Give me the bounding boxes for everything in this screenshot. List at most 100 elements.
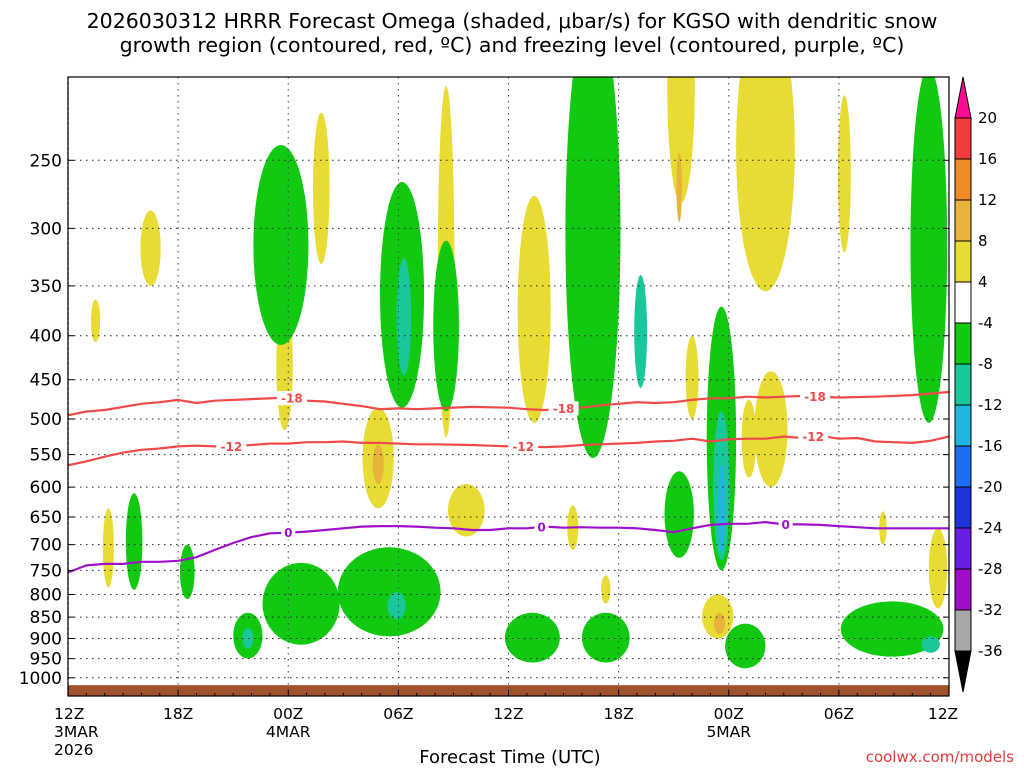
x-tick-date-12: 4MAR: [266, 723, 311, 741]
y-tick-label-350: 350: [30, 277, 62, 297]
y-tick-label-650: 650: [30, 508, 62, 528]
x-tick-label-18: 06Z: [383, 705, 413, 723]
colorbar-bottom-arrow: [954, 650, 972, 693]
y-tick-label-400: 400: [30, 327, 62, 347]
axes: 2503003504004505005506006507007508008509…: [19, 76, 958, 759]
colorbar: 20 16 12 8 4 -4 -8 -12 -16 -20 -24 -28 -32 -36: [954, 76, 1003, 693]
x-tick-label-42: 06Z: [824, 705, 854, 723]
omega-region-neg-31: [387, 592, 406, 620]
omega-region-neg-41: [717, 464, 726, 553]
colorbar-box-8: [954, 404, 972, 447]
y-tick-label-750: 750: [30, 561, 62, 581]
dgz-top-contour-label-1: -18: [553, 402, 575, 416]
freezing-level-contour-label-0: 0: [284, 526, 292, 540]
x-tick-date-36: 5MAR: [706, 723, 751, 741]
colorbar-box-2: [954, 158, 972, 201]
omega-region-neg-34: [242, 627, 254, 649]
colorbar-label-10: -24: [978, 519, 1003, 537]
colorbar-box-12: [954, 568, 972, 611]
colorbar-box-4: [954, 240, 972, 283]
x-tick-year-0: 2026: [54, 741, 93, 759]
dgz-top-contour-label-bg-0: [276, 391, 307, 406]
omega-shading-layer: [68, 77, 949, 696]
omega-region-neg-45: [921, 636, 940, 653]
colorbar-box-9: [954, 445, 972, 488]
colorbar-box-1: [954, 117, 972, 160]
y-tick-label-700: 700: [30, 536, 62, 556]
x-tick-label-24: 12Z: [493, 705, 523, 723]
omega-region-neg-32: [262, 562, 340, 645]
colorbar-label-4: 4: [978, 273, 988, 291]
omega-region-neg-43: [910, 77, 948, 423]
y-tick-label-300: 300: [30, 219, 62, 239]
freezing-level-contour-label-1: 0: [537, 520, 545, 534]
y-tick-label-800: 800: [30, 585, 62, 605]
x-tick-label-0: 12Z: [54, 705, 84, 723]
omega-region-pos-8: [447, 483, 485, 537]
colorbar-label-9: -20: [978, 478, 1003, 496]
dgz-top-contour-label-bg-2: [800, 389, 831, 404]
omega-region-neg-35: [504, 612, 560, 663]
colorbar-box-7: [954, 363, 972, 406]
x-tick-label-12: 00Z: [273, 705, 303, 723]
omega-region-pos-14: [736, 77, 795, 292]
colorbar-label-13: -36: [978, 642, 1003, 660]
x-tick-label-48: 12Z: [928, 705, 958, 723]
omega-region-neg-37: [634, 275, 648, 388]
omega-region-neg-24: [125, 493, 143, 590]
colorbar-box-3: [954, 199, 972, 242]
freezing-level-contour-label-2: 0: [781, 518, 789, 532]
omega-region-pos-1: [102, 508, 114, 588]
chart-title-line2: growth region (contoured, red, ºC) and f…: [120, 33, 905, 57]
colorbar-label-12: -32: [978, 601, 1003, 619]
colorbar-box-11: [954, 527, 972, 570]
credit-text: coolwx.com/models: [866, 748, 1014, 766]
gridlines: [68, 77, 949, 696]
dgz-bottom-contour-label-0: -12: [221, 440, 243, 454]
omega-region-pos-6: [372, 444, 384, 484]
omega-region-pos-16: [754, 371, 788, 488]
chart-title-line1: 2026030312 HRRR Forecast Omega (shaded, …: [87, 9, 938, 33]
freezing-level-contour-label-bg-2: [778, 517, 793, 532]
y-tick-label-1000: 1000: [19, 669, 62, 689]
omega-region-pos-18: [837, 95, 851, 253]
colorbar-box-10: [954, 486, 972, 529]
colorbar-label-11: -28: [978, 560, 1003, 578]
omega-region-neg-38: [581, 612, 630, 663]
omega-region-pos-0: [90, 299, 101, 343]
omega-region-neg-46: [725, 623, 766, 669]
omega-region-pos-2: [140, 210, 161, 286]
omega-region-neg-30: [337, 547, 441, 637]
x-axis-label: Forecast Time (UTC): [419, 747, 600, 768]
freezing-level-contour-label-bg-0: [281, 525, 296, 540]
colorbar-box-13: [954, 609, 972, 652]
colorbar-label-8: -16: [978, 437, 1003, 455]
dgz-bottom-contour-label-bg-0: [216, 439, 247, 454]
colorbar-label-6: -8: [978, 355, 993, 373]
y-tick-label-850: 850: [30, 608, 62, 628]
omega-region-pos-13: [676, 152, 682, 223]
x-tick-date-0: 3MAR: [54, 723, 99, 741]
colorbar-label-0: 20: [978, 109, 997, 127]
colorbar-box-6: [954, 322, 972, 365]
omega-region-neg-42: [664, 471, 694, 558]
colorbar-label-2: 12: [978, 191, 997, 209]
colorbar-label-7: -12: [978, 396, 1003, 414]
dgz-bottom-contour-label-bg-2: [798, 429, 829, 444]
x-tick-label-30: 18Z: [603, 705, 633, 723]
y-tick-label-250: 250: [30, 151, 62, 171]
omega-region-pos-21: [714, 612, 726, 635]
omega-region-pos-4: [313, 112, 330, 264]
x-tick-label-36: 00Z: [714, 705, 744, 723]
omega-region-pos-15: [685, 335, 699, 420]
colorbar-box-5: [954, 281, 972, 324]
x-tick-label-6: 18Z: [163, 705, 193, 723]
dgz-top-contour-label-bg-1: [548, 401, 579, 416]
y-tick-label-550: 550: [30, 446, 62, 466]
dgz-bottom-contour-label-2: -12: [802, 430, 824, 444]
colorbar-label-1: 16: [978, 150, 997, 168]
freezing-level-contour-label-bg-1: [534, 519, 549, 534]
dgz-bottom-contour-label-1: -12: [512, 440, 534, 454]
y-tick-label-600: 600: [30, 478, 62, 498]
